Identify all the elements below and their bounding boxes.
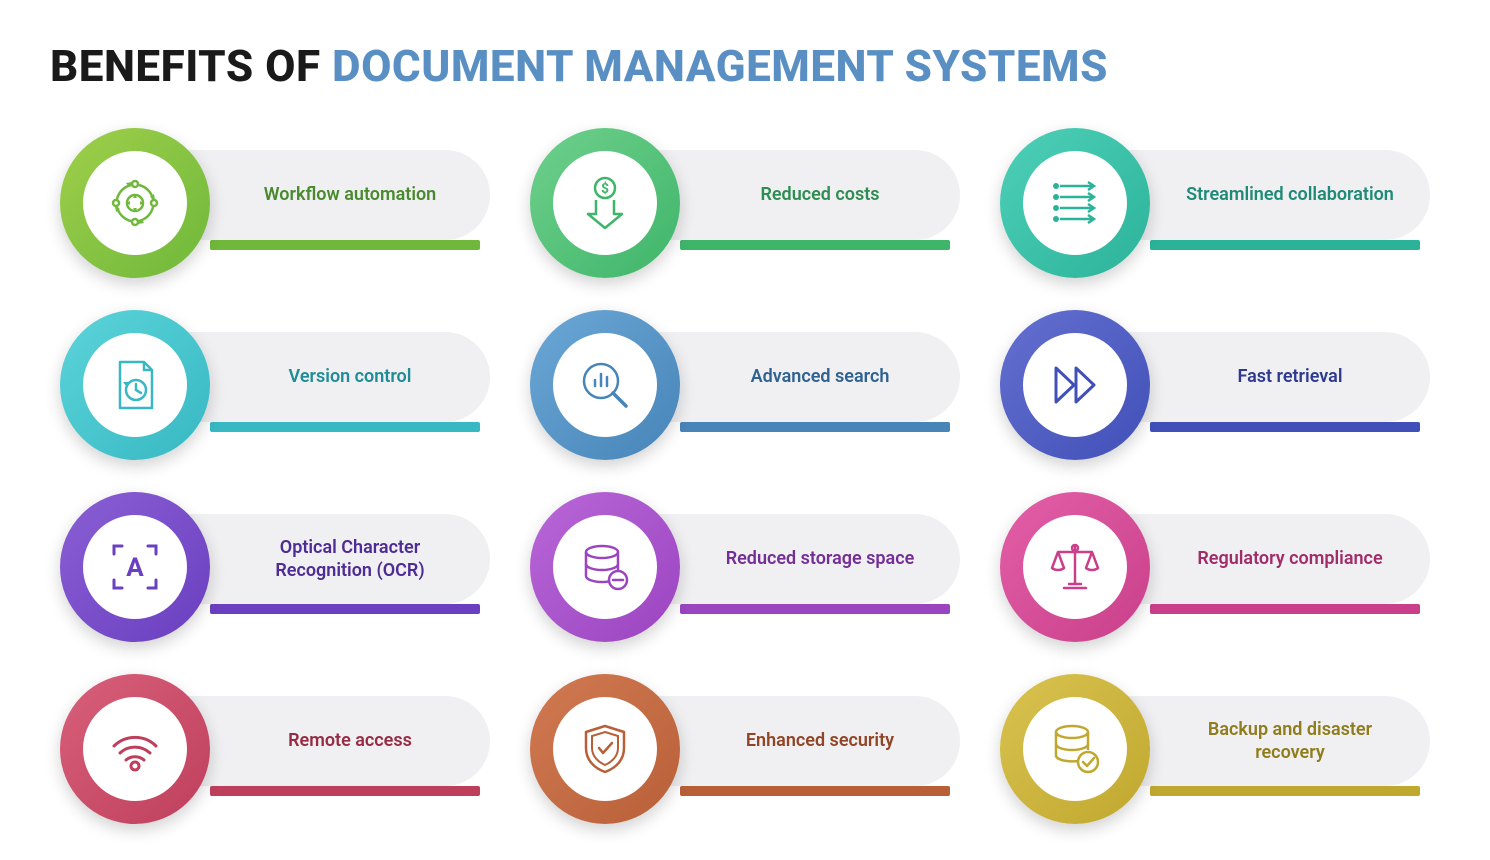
benefit-icon-circle (83, 515, 187, 619)
benefit-label: Reduced storage space (710, 547, 930, 570)
benefit-label: Streamlined collaboration (1180, 183, 1400, 206)
benefit-label: Version control (240, 365, 460, 388)
backup-icon (1046, 720, 1104, 778)
version-icon (106, 356, 164, 414)
benefit-underline (210, 422, 480, 432)
benefit-icon-ring (1000, 674, 1150, 824)
benefit-underline (210, 786, 480, 796)
benefit-icon-circle (553, 333, 657, 437)
benefit-label: Optical Character Recognition (OCR) (240, 536, 460, 583)
benefit-icon-ring (1000, 492, 1150, 642)
benefit-item: Version control (60, 304, 490, 464)
benefit-underline (1150, 604, 1420, 614)
fast-forward-icon (1046, 356, 1104, 414)
benefit-icon-ring (530, 492, 680, 642)
title-part-2: DOCUMENT MANAGEMENT SYSTEMS (332, 40, 1108, 92)
benefit-label: Remote access (240, 729, 460, 752)
benefit-label: Reduced costs (710, 183, 930, 206)
streamline-icon (1046, 174, 1104, 232)
benefit-icon-ring (60, 492, 210, 642)
benefit-underline (210, 604, 480, 614)
benefit-item: Reduced costs (530, 122, 960, 282)
benefit-icon-ring (530, 128, 680, 278)
benefit-underline (1150, 422, 1420, 432)
benefit-icon-circle (553, 151, 657, 255)
benefit-label: Workflow automation (240, 183, 460, 206)
benefit-label: Advanced search (710, 365, 930, 388)
page-title: BENEFITS OF DOCUMENT MANAGEMENT SYSTEMS (50, 40, 1440, 92)
benefits-grid: Workflow automation Reduced costs Streamli… (50, 122, 1440, 828)
benefit-icon-circle (83, 333, 187, 437)
benefit-item: Backup and disaster recovery (1000, 668, 1430, 828)
benefit-icon-circle (1023, 697, 1127, 801)
benefit-underline (680, 422, 950, 432)
benefit-icon-circle (83, 697, 187, 801)
benefit-underline (1150, 240, 1420, 250)
benefit-item: Regulatory compliance (1000, 486, 1430, 646)
benefit-icon-ring (1000, 310, 1150, 460)
benefit-icon-circle (83, 151, 187, 255)
benefit-item: Streamlined collaboration (1000, 122, 1430, 282)
benefit-label: Enhanced security (710, 729, 930, 752)
wifi-icon (106, 720, 164, 778)
search-icon (576, 356, 634, 414)
ocr-icon (106, 538, 164, 596)
benefit-icon-ring (530, 674, 680, 824)
benefit-icon-circle (1023, 515, 1127, 619)
benefit-item: Optical Character Recognition (OCR) (60, 486, 490, 646)
workflow-icon (106, 174, 164, 232)
benefit-icon-circle (1023, 333, 1127, 437)
benefit-icon-circle (553, 697, 657, 801)
benefit-icon-circle (1023, 151, 1127, 255)
benefit-item: Advanced search (530, 304, 960, 464)
benefit-label: Regulatory compliance (1180, 547, 1400, 570)
benefit-icon-circle (553, 515, 657, 619)
benefit-underline (680, 604, 950, 614)
storage-minus-icon (576, 538, 634, 596)
benefit-item: Enhanced security (530, 668, 960, 828)
shield-icon (576, 720, 634, 778)
benefit-label: Backup and disaster recovery (1180, 718, 1400, 765)
benefit-icon-ring (60, 674, 210, 824)
title-part-1: BENEFITS OF (50, 40, 332, 92)
benefit-item: Remote access (60, 668, 490, 828)
scales-icon (1046, 538, 1104, 596)
benefit-label: Fast retrieval (1180, 365, 1400, 388)
benefit-icon-ring (530, 310, 680, 460)
benefit-item: Fast retrieval (1000, 304, 1430, 464)
cost-down-icon (576, 174, 634, 232)
benefit-item: Workflow automation (60, 122, 490, 282)
benefit-icon-ring (60, 310, 210, 460)
benefit-underline (680, 240, 950, 250)
benefit-icon-ring (60, 128, 210, 278)
benefit-underline (210, 240, 480, 250)
benefit-underline (680, 786, 950, 796)
benefit-item: Reduced storage space (530, 486, 960, 646)
benefit-underline (1150, 786, 1420, 796)
benefit-icon-ring (1000, 128, 1150, 278)
